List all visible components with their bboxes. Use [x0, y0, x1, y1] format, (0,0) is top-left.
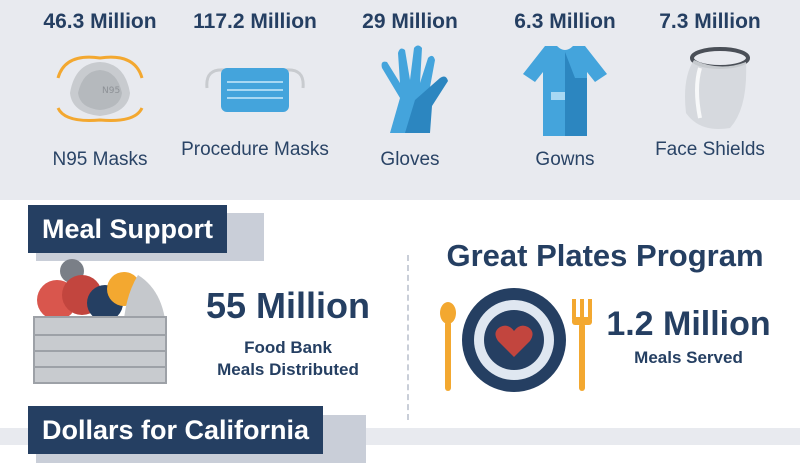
ppe-label: Face Shields: [655, 139, 765, 160]
meal-support-heading: Meal Support: [28, 205, 228, 253]
n95-mask-icon: N95: [56, 55, 144, 122]
dollars-heading: Dollars for California: [28, 406, 324, 454]
food-bank-label-line2: Meals Distributed: [217, 360, 359, 379]
gloves-icon: [381, 45, 448, 133]
ppe-item-procedure-masks: 117.2 Million Procedure Masks: [175, 0, 335, 200]
section-divider: [407, 255, 409, 420]
ppe-count: 46.3 Million: [43, 10, 157, 33]
ppe-item-gloves: 29 Million Gloves: [330, 0, 490, 200]
procedure-mask-icon: [205, 68, 305, 112]
ppe-item-n95: 46.3 Million N95 N95 Masks: [20, 0, 180, 200]
ppe-count: 29 Million: [362, 10, 458, 33]
food-bank-label-line1: Food Bank: [244, 338, 332, 357]
great-plates-title: Great Plates Program: [446, 238, 764, 273]
food-bank-count: 55 Million: [205, 285, 371, 326]
produce-crate-icon: [33, 259, 167, 384]
gown-icon: [523, 46, 607, 136]
ppe-label: Gowns: [535, 149, 595, 170]
great-plates-count: 1.2 Million: [606, 305, 771, 343]
ppe-count: 7.3 Million: [659, 10, 761, 33]
face-shield-icon: [685, 47, 750, 129]
great-plates-label: Meals Served: [634, 348, 743, 367]
ppe-label: Procedure Masks: [181, 139, 329, 160]
ppe-item-face-shields: 7.3 Million Face Shields: [630, 0, 790, 200]
ppe-count: 6.3 Million: [514, 10, 616, 33]
ppe-item-gowns: 6.3 Million Gowns: [485, 0, 645, 200]
ppe-label: Gloves: [380, 149, 440, 170]
ppe-label: N95 Masks: [52, 149, 148, 170]
svg-text:N95: N95: [102, 86, 120, 96]
heart-plate-icon: [440, 288, 592, 392]
ppe-count: 117.2 Million: [193, 10, 317, 33]
